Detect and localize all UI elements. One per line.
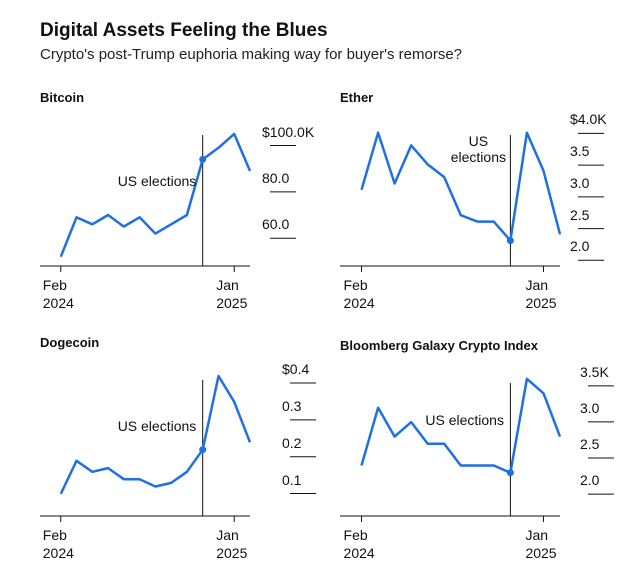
- y-tick-label: 0.2: [282, 434, 302, 451]
- y-tick-label: 2.0: [580, 472, 600, 489]
- y-tick-label: 3.0: [570, 174, 590, 191]
- y-tick-label: 2.5: [570, 206, 590, 223]
- y-tick-label: 60.0: [262, 216, 290, 233]
- y-tick-label: 0.1: [282, 471, 302, 488]
- y-tick-label: 0.3: [282, 397, 302, 414]
- y-tick-label: 2.5: [580, 436, 600, 453]
- line-series: [360, 131, 562, 242]
- annotation: US elections: [117, 418, 197, 434]
- election-dot: [199, 446, 207, 454]
- annotation: US elections: [117, 173, 197, 189]
- annotation: US elections: [425, 412, 504, 428]
- y-tick-label: $4.0K: [570, 111, 607, 128]
- election-dot: [199, 155, 207, 163]
- y-tick-label: $0.4: [282, 361, 310, 378]
- y-tick-label: $100.0K: [262, 123, 315, 140]
- election-dot: [506, 237, 514, 245]
- x-tick-label: Jan 2025: [525, 527, 557, 561]
- x-tick-label: Feb 2024: [42, 527, 74, 561]
- page-title: Digital Assets Feeling the Blues: [40, 20, 328, 41]
- y-tick-label: 3.0: [580, 399, 600, 416]
- line-series: [360, 377, 562, 474]
- annotation: US elections: [450, 133, 506, 165]
- x-tick-label: Jan 2025: [216, 277, 248, 311]
- panel-title: Bloomberg Galaxy Crypto Index: [340, 338, 538, 353]
- panel-title: Dogecoin: [40, 335, 100, 350]
- panel-title: Bitcoin: [40, 90, 85, 105]
- x-tick-label: Feb 2024: [42, 277, 74, 311]
- y-tick-label: 3.5K: [580, 363, 609, 380]
- y-tick-label: 3.5: [570, 143, 590, 160]
- x-tick-label: Jan 2025: [525, 277, 557, 311]
- x-tick-label: Feb 2024: [343, 277, 375, 311]
- y-tick-label: 2.0: [570, 238, 590, 255]
- panel-title: Ether: [340, 90, 374, 105]
- x-tick-label: Jan 2025: [216, 527, 248, 561]
- line-series: [59, 132, 252, 258]
- election-dot: [506, 469, 514, 477]
- line-series: [59, 374, 252, 495]
- y-tick-label: 80.0: [262, 169, 290, 186]
- x-tick-label: Feb 2024: [343, 527, 375, 561]
- page-subtitle: Crypto's post-Trump euphoria making way …: [40, 46, 462, 63]
